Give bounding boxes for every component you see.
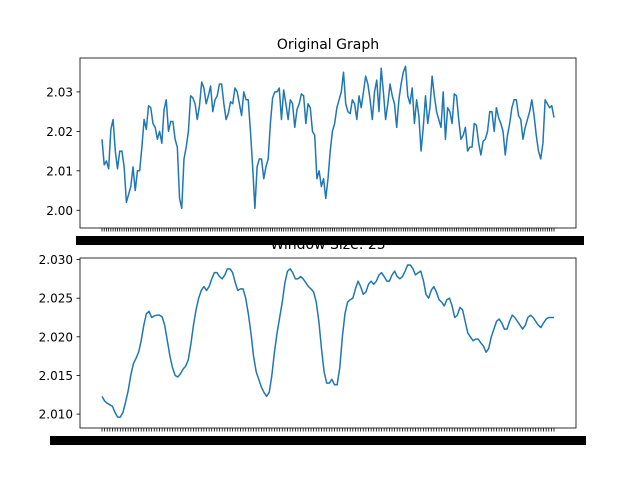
chart-title: Window Size: 25 <box>270 237 385 253</box>
y-axis: 2.00 2.01 2.02 2.03 <box>46 85 80 218</box>
y-tick-label: 2.025 <box>39 292 73 306</box>
chart-window-size: Window Size: 25 2.010 2.015 2.020 2.025 2.03… <box>39 237 586 445</box>
y-tick-label: 2.015 <box>39 369 73 383</box>
chart-original-graph: Original Graph 2.00 2.01 2.02 2.03 <box>46 37 584 245</box>
x-axis-ticks <box>50 428 586 445</box>
y-tick-label: 2.01 <box>46 164 73 178</box>
y-axis: 2.010 2.015 2.020 2.025 2.030 <box>39 253 80 422</box>
plot-frame <box>79 57 577 229</box>
x-tick-labels-overlap-edge <box>580 236 584 245</box>
plot-frame <box>79 257 577 429</box>
y-tick-label: 2.010 <box>39 408 73 422</box>
y-tick-label: 2.030 <box>39 253 73 267</box>
x-tick-labels-overlap-edge <box>582 436 586 445</box>
y-tick-label: 2.00 <box>46 204 73 218</box>
chart-title: Original Graph <box>277 37 379 53</box>
y-tick-label: 2.02 <box>46 125 73 139</box>
series-line <box>101 65 555 210</box>
y-tick-label: 2.020 <box>39 330 73 344</box>
series-line <box>101 264 554 418</box>
x-axis-ticks <box>76 228 584 245</box>
x-tick-labels-overlap <box>50 436 582 445</box>
x-tick-labels-overlap <box>76 236 580 245</box>
y-tick-label: 2.03 <box>46 85 73 99</box>
